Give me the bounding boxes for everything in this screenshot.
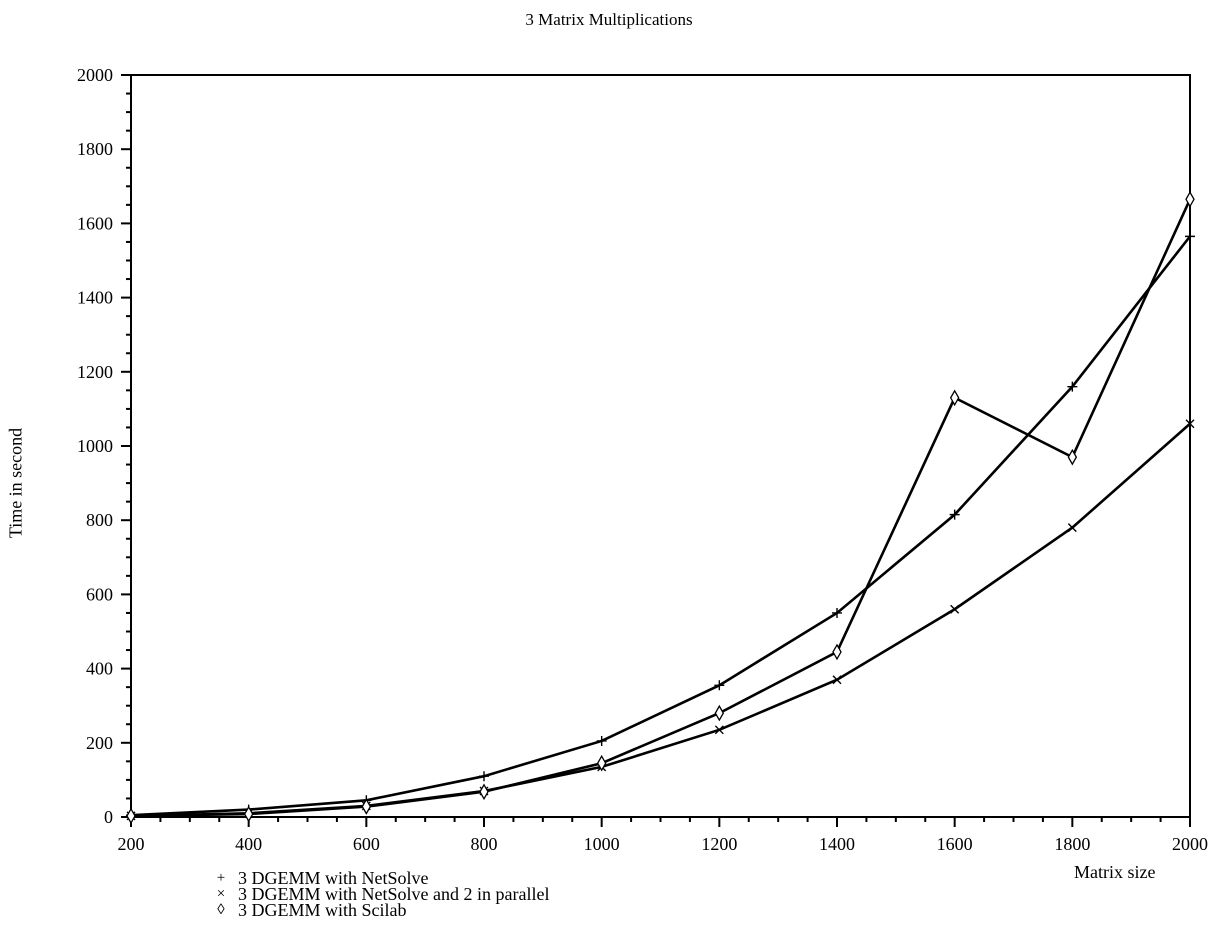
plus-marker	[596, 735, 607, 746]
diamond-marker	[596, 754, 607, 772]
chart-title: 3 Matrix Multiplications	[525, 10, 693, 29]
y-tick-label: 800	[86, 510, 113, 530]
diamond-marker	[361, 798, 372, 815]
cross-marker	[714, 725, 724, 735]
x-tick-label: 1400	[819, 834, 855, 854]
x-tick-label: 2000	[1172, 834, 1208, 854]
y-tick-label: 1000	[77, 436, 113, 456]
cross-marker	[950, 604, 960, 614]
series-line	[130, 235, 1192, 817]
plus-marker	[1185, 231, 1195, 242]
diamond-marker	[1185, 190, 1195, 208]
diamond-marker	[243, 805, 254, 823]
plus-marker	[714, 680, 725, 691]
diamond-marker	[832, 643, 842, 661]
diamond-marker-icon: ◊	[217, 902, 225, 918]
y-tick-label: 600	[86, 584, 113, 604]
diamond-marker	[949, 389, 960, 407]
x-tick-label: 1800	[1054, 834, 1090, 854]
y-tick-label: 2000	[77, 65, 113, 85]
plus-marker	[832, 607, 842, 618]
diamond-marker	[479, 783, 489, 801]
series-line	[130, 198, 1192, 818]
diamond-marker	[714, 704, 725, 722]
y-tick-label: 1600	[77, 213, 113, 233]
plus-marker-icon: +	[216, 870, 226, 886]
legend-label: 3 DGEMM with Scilab	[238, 900, 407, 920]
plot-frame	[130, 74, 1191, 818]
y-tick-label: 1800	[77, 139, 113, 159]
legend-item: + 3 DGEMM with NetSolve	[212, 868, 549, 888]
legend-label: 3 DGEMM with NetSolve	[238, 868, 429, 888]
cross-marker-icon: ×	[216, 886, 226, 902]
y-tick-label: 400	[86, 659, 113, 679]
cross-marker	[1067, 523, 1077, 533]
diamond-marker	[126, 807, 136, 825]
x-axis-label: Matrix size	[1074, 862, 1156, 882]
x-tick-label: 1200	[701, 834, 737, 854]
y-tick-label: 200	[86, 733, 113, 753]
legend-label: 3 DGEMM with NetSolve and 2 in parallel	[238, 884, 550, 904]
x-tick-label: 800	[471, 834, 498, 854]
x-tick-label: 200	[118, 834, 145, 854]
series-line	[130, 422, 1191, 818]
cross-marker	[832, 675, 842, 685]
legend: + 3 DGEMM with NetSolve × 3 DGEMM with N…	[212, 868, 550, 920]
y-tick-label: 1200	[77, 362, 113, 382]
diamond-marker	[1067, 448, 1078, 466]
x-tick-label: 1600	[937, 834, 973, 854]
plus-marker	[1067, 381, 1078, 392]
y-tick-label: 1400	[77, 288, 113, 308]
plus-marker	[949, 509, 960, 520]
legend-item: × 3 DGEMM with NetSolve and 2 in paralle…	[212, 884, 550, 904]
legend-item: ◊ 3 DGEMM with Scilab	[212, 900, 549, 920]
x-tick-label: 1000	[584, 834, 620, 854]
x-tick-label: 400	[235, 834, 262, 854]
y-tick-label: 0	[104, 807, 113, 827]
x-tick-label: 600	[353, 834, 380, 854]
cross-marker	[1185, 419, 1195, 429]
plus-marker	[479, 771, 489, 782]
